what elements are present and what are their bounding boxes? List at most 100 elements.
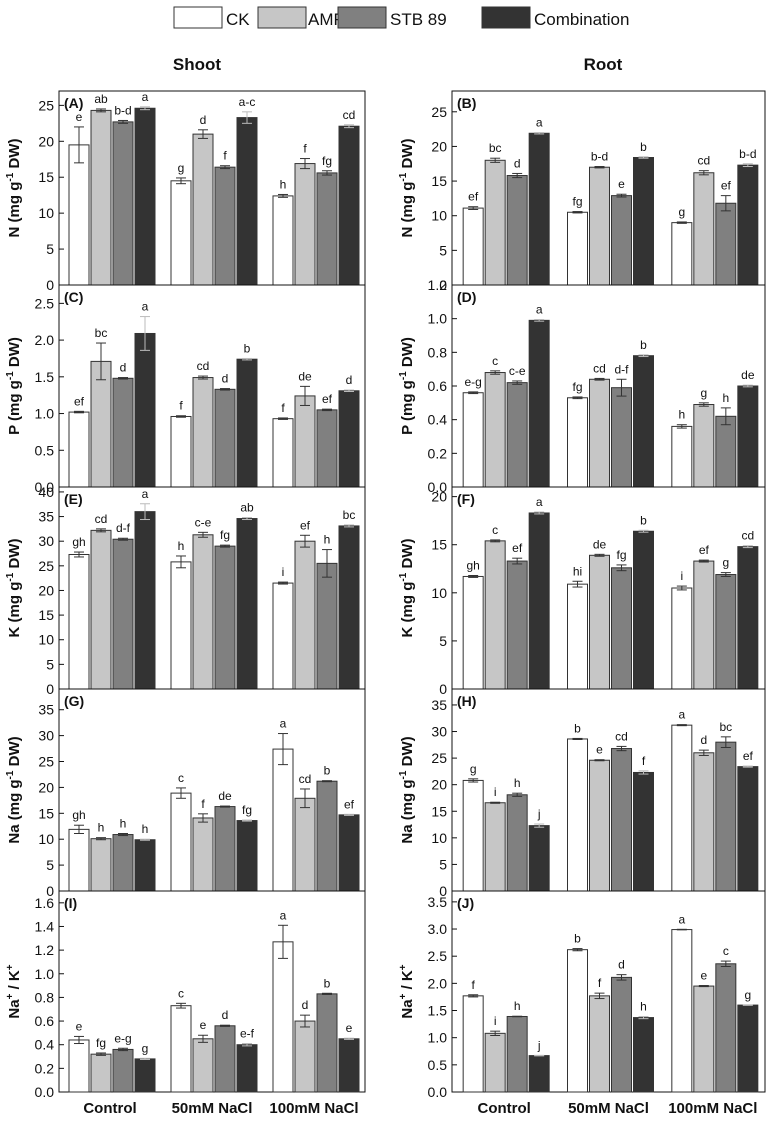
bar-combination-control xyxy=(134,332,156,488)
bar-ck-control xyxy=(68,1039,90,1093)
significance-letter: b xyxy=(640,513,647,527)
bar-amf-50mm-nacl xyxy=(589,759,610,892)
significance-letter: ef xyxy=(512,541,523,555)
bar-stb-89-100mm-nacl xyxy=(316,409,338,488)
y-tick-label: 0.5 xyxy=(428,1057,448,1073)
significance-letter: bc xyxy=(719,720,732,734)
bar-amf-50mm-nacl xyxy=(589,378,610,488)
bar-combination-100mm-nacl xyxy=(338,1038,360,1093)
y-tick-label: 20 xyxy=(38,779,54,795)
bar-stb-89-50mm-nacl xyxy=(214,166,236,286)
bar-amf-50mm-nacl xyxy=(589,995,610,1093)
significance-letter: h xyxy=(120,817,127,831)
bar-amf-100mm-nacl xyxy=(294,797,316,892)
y-axis-label: N (mg g-1 DW) xyxy=(398,139,416,238)
significance-letter: g xyxy=(678,205,685,219)
significance-letter: a xyxy=(142,90,149,104)
y-tick-label: 35 xyxy=(431,697,447,713)
x-group-label-100mm-nacl: 100mM NaCl xyxy=(269,1100,358,1117)
bar-ck-100mm-nacl xyxy=(671,587,693,690)
y-tick-label: 1.0 xyxy=(35,406,55,422)
y-axis-label: Na (mg g-1 DW) xyxy=(5,736,23,843)
panel-c: 0.00.51.01.52.02.5P (mg g-1 DW)(C)efbcda… xyxy=(5,284,366,495)
y-tick-label: 0.6 xyxy=(428,378,448,394)
bar-combination-100mm-nacl xyxy=(737,385,759,488)
y-tick-label: 10 xyxy=(431,830,447,846)
y-tick-label: 1.0 xyxy=(428,1030,448,1046)
significance-letter: cd xyxy=(615,729,628,743)
bar-stb-89-100mm-nacl xyxy=(715,963,737,1093)
bar-stb-89-50mm-nacl xyxy=(214,545,236,690)
significance-letter: g xyxy=(700,386,707,400)
significance-letter: ab xyxy=(94,92,108,106)
bar-amf-control xyxy=(484,372,506,488)
panel-label: (A) xyxy=(64,95,83,111)
legend-label-stb-89: STB 89 xyxy=(390,10,447,29)
bar-stb-89-50mm-nacl xyxy=(214,806,236,892)
y-tick-label: 3.0 xyxy=(428,921,448,937)
y-tick-label: 15 xyxy=(38,169,54,185)
y-tick-label: 0 xyxy=(46,681,54,697)
bar-ck-50mm-nacl xyxy=(170,1005,192,1093)
y-axis-label-superscript: -1 xyxy=(5,770,16,779)
significance-letter: e xyxy=(700,969,707,983)
y-tick-label: 0.2 xyxy=(428,445,448,461)
bar-amf-100mm-nacl xyxy=(693,560,715,690)
y-tick-label: 25 xyxy=(431,750,447,766)
significance-letter: cd xyxy=(197,359,210,373)
bar-combination-control xyxy=(134,1058,156,1093)
bar-amf-100mm-nacl xyxy=(693,752,715,892)
bar-stb-89-control xyxy=(112,1048,134,1093)
bar-ck-50mm-nacl xyxy=(567,738,588,892)
bar-stb-89-control xyxy=(112,538,134,690)
bar-ck-100mm-nacl xyxy=(272,941,294,1093)
bar-combination-50mm-nacl xyxy=(236,518,258,690)
y-tick-label: 25 xyxy=(38,97,54,113)
significance-letter: a xyxy=(536,495,543,509)
bar-ck-control xyxy=(462,392,484,488)
y-tick-label: 1.0 xyxy=(428,311,448,327)
bar-stb-89-50mm-nacl xyxy=(611,195,632,286)
bar-stb-89-100mm-nacl xyxy=(316,993,338,1093)
bar-stb-89-control xyxy=(506,175,528,286)
legend-swatch-ck xyxy=(173,6,223,29)
significance-letter: bc xyxy=(95,326,108,340)
y-tick-label: 0 xyxy=(439,681,447,697)
bar-stb-89-control xyxy=(506,560,528,690)
bar-ck-control xyxy=(462,207,484,286)
y-axis-label-superscript: + xyxy=(5,993,16,999)
y-tick-label: 5 xyxy=(46,241,54,257)
significance-letter: b xyxy=(640,338,647,352)
bar-combination-50mm-nacl xyxy=(633,157,654,286)
y-axis-label: Na+ / K+ xyxy=(398,964,416,1018)
bar-stb-89-control xyxy=(112,377,134,488)
y-tick-label: 1.6 xyxy=(35,895,55,911)
significance-letter: g xyxy=(722,556,729,570)
significance-letter: e xyxy=(346,1021,353,1035)
significance-letter: fg xyxy=(572,380,582,394)
significance-letter: b xyxy=(574,932,581,946)
y-tick-label: 1.0 xyxy=(35,966,55,982)
significance-letter: e-f xyxy=(240,1027,255,1041)
y-tick-label: 15 xyxy=(431,803,447,819)
significance-letter: c-e xyxy=(509,364,526,378)
bar-combination-control xyxy=(134,107,156,286)
significance-letter: c xyxy=(723,944,729,958)
bar-combination-50mm-nacl xyxy=(236,117,258,286)
panel-label: (H) xyxy=(457,693,476,709)
y-tick-label: 20 xyxy=(38,582,54,598)
bar-ck-100mm-nacl xyxy=(671,222,693,286)
significance-letter: d-f xyxy=(614,362,629,376)
legend-label-amf: AMF xyxy=(308,10,344,29)
bar-amf-50mm-nacl xyxy=(192,817,214,892)
y-tick-label: 40 xyxy=(38,484,54,500)
significance-letter: g xyxy=(142,1041,149,1055)
y-axis-label-superscript: -1 xyxy=(5,371,16,380)
y-axis-label-unit-end: DW) xyxy=(399,736,416,770)
bar-amf-50mm-nacl xyxy=(589,166,610,286)
y-tick-label: 0.6 xyxy=(35,1013,55,1029)
significance-letter: c xyxy=(492,354,498,368)
significance-letter: e xyxy=(76,1019,83,1033)
